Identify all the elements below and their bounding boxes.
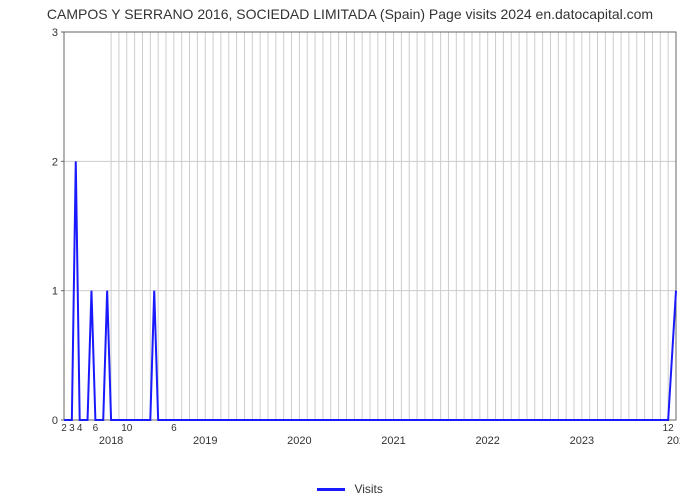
- svg-text:10: 10: [121, 423, 133, 434]
- svg-text:1: 1: [52, 286, 58, 298]
- svg-text:2018: 2018: [99, 435, 123, 447]
- chart-container: CAMPOS Y SERRANO 2016, SOCIEDAD LIMITADA…: [0, 0, 700, 500]
- chart-plot: 0123201820192020202120222023202234610612: [40, 28, 680, 448]
- svg-text:4: 4: [77, 423, 83, 434]
- svg-text:2022: 2022: [475, 435, 499, 447]
- svg-text:2020: 2020: [287, 435, 311, 447]
- svg-text:3: 3: [69, 423, 75, 434]
- svg-text:6: 6: [171, 423, 177, 434]
- chart-title: CAMPOS Y SERRANO 2016, SOCIEDAD LIMITADA…: [0, 6, 700, 22]
- chart-legend: Visits: [0, 482, 700, 496]
- svg-text:2023: 2023: [570, 435, 594, 447]
- svg-text:6: 6: [93, 423, 99, 434]
- svg-text:202: 202: [667, 435, 680, 447]
- svg-text:3: 3: [52, 28, 58, 39]
- svg-text:2019: 2019: [193, 435, 217, 447]
- chart-svg: 0123201820192020202120222023202234610612: [40, 28, 680, 448]
- svg-text:2021: 2021: [381, 435, 405, 447]
- svg-text:0: 0: [52, 415, 58, 427]
- svg-text:2: 2: [52, 156, 58, 168]
- svg-text:12: 12: [663, 423, 675, 434]
- legend-label: Visits: [354, 482, 382, 496]
- svg-text:2: 2: [61, 423, 67, 434]
- legend-swatch: [317, 488, 345, 491]
